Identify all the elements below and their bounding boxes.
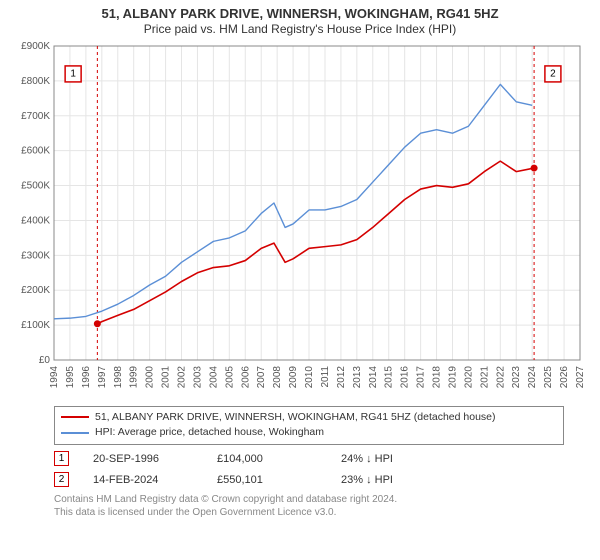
svg-text:£200K: £200K (21, 285, 50, 296)
legend-swatch-icon (61, 416, 89, 418)
svg-text:£700K: £700K (21, 110, 50, 121)
marker-delta: 24% ↓ HPI (341, 453, 441, 465)
svg-text:1: 1 (70, 68, 76, 79)
svg-text:2019: 2019 (447, 365, 458, 388)
svg-text:£400K: £400K (21, 215, 50, 226)
svg-text:2009: 2009 (288, 365, 299, 388)
svg-text:2012: 2012 (336, 365, 347, 388)
svg-text:2001: 2001 (161, 365, 172, 388)
svg-text:£800K: £800K (21, 75, 50, 86)
svg-text:2017: 2017 (416, 365, 427, 388)
svg-text:2010: 2010 (304, 365, 315, 388)
marker-row: 1 20-SEP-1996 £104,000 24% ↓ HPI (54, 451, 590, 466)
footer-line: Contains HM Land Registry data © Crown c… (54, 493, 590, 506)
svg-text:£300K: £300K (21, 250, 50, 261)
svg-text:2021: 2021 (479, 365, 490, 388)
marker-price: £550,101 (217, 474, 317, 486)
legend-label: 51, ALBANY PARK DRIVE, WINNERSH, WOKINGH… (95, 410, 496, 426)
footer-line: This data is licensed under the Open Gov… (54, 506, 590, 519)
svg-text:1999: 1999 (129, 365, 140, 388)
svg-text:2002: 2002 (177, 365, 188, 388)
marker-badge-icon: 1 (54, 451, 69, 466)
svg-text:£100K: £100K (21, 320, 50, 331)
marker-delta: 23% ↓ HPI (341, 474, 441, 486)
marker-row: 2 14-FEB-2024 £550,101 23% ↓ HPI (54, 472, 590, 487)
svg-text:2023: 2023 (511, 365, 522, 388)
svg-text:2005: 2005 (224, 365, 235, 388)
svg-text:2004: 2004 (208, 365, 219, 388)
legend-item: HPI: Average price, detached house, Woki… (61, 425, 557, 441)
svg-text:2020: 2020 (463, 365, 474, 388)
svg-text:2011: 2011 (320, 365, 331, 387)
legend: 51, ALBANY PARK DRIVE, WINNERSH, WOKINGH… (54, 406, 564, 446)
svg-text:1996: 1996 (81, 365, 92, 388)
marker-date: 14-FEB-2024 (93, 474, 193, 486)
svg-text:£0: £0 (39, 355, 51, 366)
svg-text:2026: 2026 (559, 365, 570, 388)
marker-date: 20-SEP-1996 (93, 453, 193, 465)
svg-text:£500K: £500K (21, 180, 50, 191)
svg-text:2007: 2007 (256, 365, 267, 388)
svg-text:1994: 1994 (49, 365, 60, 388)
svg-text:1997: 1997 (97, 365, 108, 388)
svg-text:£900K: £900K (21, 41, 50, 52)
svg-text:2006: 2006 (240, 365, 251, 388)
svg-text:2016: 2016 (400, 365, 411, 388)
svg-text:2003: 2003 (192, 365, 203, 388)
legend-label: HPI: Average price, detached house, Woki… (95, 425, 324, 441)
marker-table: 1 20-SEP-1996 £104,000 24% ↓ HPI 2 14-FE… (54, 451, 590, 487)
svg-text:2024: 2024 (527, 365, 538, 388)
chart-container: 51, ALBANY PARK DRIVE, WINNERSH, WOKINGH… (0, 0, 600, 560)
svg-text:2013: 2013 (352, 365, 363, 388)
marker-badge-icon: 2 (54, 472, 69, 487)
chart-title: 51, ALBANY PARK DRIVE, WINNERSH, WOKINGH… (10, 6, 590, 22)
svg-text:2015: 2015 (384, 365, 395, 388)
svg-text:2000: 2000 (145, 365, 156, 388)
footer-attribution: Contains HM Land Registry data © Crown c… (54, 493, 590, 519)
svg-text:2: 2 (550, 68, 556, 79)
chart-plot-area: £0 £100K £200K £300K £400K £500K £600K £700K £80… (10, 40, 590, 400)
svg-text:1998: 1998 (113, 365, 124, 388)
svg-text:1995: 1995 (65, 365, 76, 388)
svg-text:2018: 2018 (432, 365, 443, 388)
svg-text:2014: 2014 (368, 365, 379, 388)
chart-subtitle: Price paid vs. HM Land Registry's House … (10, 22, 590, 36)
svg-text:2022: 2022 (495, 365, 506, 388)
legend-item: 51, ALBANY PARK DRIVE, WINNERSH, WOKINGH… (61, 410, 557, 426)
marker-number: 2 (59, 474, 65, 485)
svg-text:2027: 2027 (575, 365, 586, 388)
marker-number: 1 (59, 453, 65, 464)
svg-text:2008: 2008 (272, 365, 283, 388)
marker-price: £104,000 (217, 453, 317, 465)
line-chart-svg: £0 £100K £200K £300K £400K £500K £600K £700K £80… (10, 40, 590, 400)
svg-text:2025: 2025 (543, 365, 554, 388)
svg-text:£600K: £600K (21, 145, 50, 156)
legend-swatch-icon (61, 432, 89, 434)
